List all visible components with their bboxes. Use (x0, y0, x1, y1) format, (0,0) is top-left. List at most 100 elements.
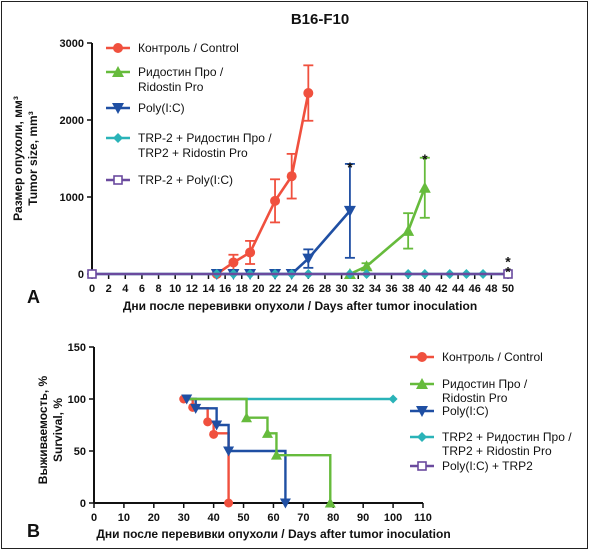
chart-a-x-tick-label: 28 (319, 283, 331, 295)
chart-a-x-tick-label: 24 (286, 283, 299, 295)
chart-a-data-point (286, 171, 297, 182)
chart-a-legend-label: Контроль / Control (138, 41, 239, 55)
chart-a-legend-label: Poly(I:C) (138, 101, 185, 115)
chart-a-x-tick-label: 20 (252, 283, 264, 295)
chart-b-data-point (324, 497, 336, 508)
chart-b-legend-label: TRP2 + Ridostin Pro (442, 444, 552, 458)
chart-a-x-tick-label: 46 (469, 283, 481, 295)
chart-a-x-tick-label: 48 (485, 283, 497, 295)
chart-a-data-point (418, 181, 431, 193)
chart-a-legend-label: Ridostin Pro (138, 80, 204, 94)
chart-a-x-tick-label: 18 (236, 283, 248, 295)
chart-a-x-tick-label: 50 (502, 283, 514, 295)
chart-a-data-point (228, 257, 239, 268)
chart-a-x-tick-label: 4 (122, 283, 129, 295)
chart-a-x-tick-label: 26 (302, 283, 314, 295)
chart-a-data-point (360, 260, 373, 272)
chart-a-x-tick-label: 10 (169, 283, 181, 295)
chart-b-data-point (241, 412, 253, 423)
chart-b-legend-marker (417, 432, 427, 442)
chart-a-y-label: Tumor size, mm³ (26, 111, 40, 205)
chart-a-legend-label: Ридостин Про / (138, 65, 224, 79)
chart-b-x-tick-label: 30 (178, 512, 190, 524)
chart-a-data-point (245, 247, 256, 258)
chart-a-significance-mark: * (505, 254, 511, 270)
chart-a-x-tick-label: 12 (186, 283, 198, 295)
chart-a-y-tick-label: 1000 (60, 192, 84, 204)
chart-a-x-tick-label: 36 (385, 283, 397, 295)
chart-b-data-point (211, 420, 223, 431)
chart-b-legend-marker (417, 461, 427, 471)
chart-b-data-point (279, 498, 291, 509)
chart-a-data-point (303, 88, 314, 99)
chart-a-legend-marker (113, 133, 123, 143)
chart-a-x-tick-label: 0 (89, 283, 95, 295)
chart-b-x-tick-label: 110 (414, 512, 432, 524)
chart-b-x-tick-label: 50 (237, 512, 249, 524)
chart-b-data-point (270, 449, 282, 460)
chart-b-legend-marker (416, 406, 428, 417)
chart-a-legend-label: TRP-2 + Poly(I:C) (138, 173, 233, 187)
chart-b-legend-label: Poly(I:C) + TRP2 (442, 459, 533, 473)
chart-a-title: B16-F10 (291, 11, 349, 28)
chart-a-x-tick-label: 8 (155, 283, 161, 295)
chart-b-y-label: Выживаемость, % (36, 375, 50, 484)
chart-a-significance-mark: * (347, 159, 353, 175)
chart-b-y-label: Survival, % (51, 398, 65, 462)
chart-b-x-tick-label: 100 (384, 512, 402, 524)
chart-b-legend-label: Poly(I:C) (442, 404, 489, 418)
chart-a-y-label: Размер опухоли, мм³ (11, 96, 25, 221)
chart-b-y-tick-label: 0 (80, 498, 86, 510)
chart-a-legend-marker (112, 103, 124, 114)
chart-a-data-point (402, 224, 415, 236)
chart-a-x-tick-label: 22 (269, 283, 281, 295)
chart-a-legend-label: TRP-2 + Ридостин Про / (138, 131, 272, 145)
chart-b-x-tick-label: 80 (327, 512, 339, 524)
chart-b-legend-marker (416, 378, 428, 389)
chart-a-y-tick-label: 0 (78, 269, 84, 281)
chart-b-x-tick-label: 10 (118, 512, 130, 524)
chart-a-x-tick-label: 30 (335, 283, 347, 295)
chart-b-legend-label: Ридостин Про / (442, 377, 528, 391)
chart-a-data-point (87, 269, 97, 279)
chart-b-legend-label: Ridostin Pro (442, 391, 508, 405)
chart-a-y-tick-label: 2000 (60, 115, 84, 127)
chart-b-x-tick-label: 40 (208, 512, 220, 524)
chart-b-legend-label: Контроль / Control (442, 350, 543, 364)
chart-b-data-point (261, 427, 273, 438)
chart-b-legend-label: TRP2 + Ридостин Про / (442, 430, 572, 444)
chart-b-y-tick-label: 150 (68, 342, 86, 354)
chart-a-data-point (503, 269, 513, 279)
chart-b-data-point (224, 498, 234, 508)
chart-b-x-label: Дни после перевивки опухоли / Days after… (96, 527, 450, 541)
chart-a-data-point (343, 205, 356, 217)
chart-a-x-tick-label: 34 (369, 283, 382, 295)
chart-b-data-point (181, 394, 193, 405)
chart-a-series-line (349, 187, 427, 276)
chart-a-x-tick-label: 38 (402, 283, 414, 295)
chart-b-x-tick-label: 90 (357, 512, 369, 524)
chart-b-y-tick-label: 50 (74, 446, 86, 458)
chart-b-x-tick-label: 20 (148, 512, 160, 524)
chart-a-x-tick-label: 2 (106, 283, 112, 295)
chart-a-x-tick-label: 42 (435, 283, 447, 295)
chart-a-legend-marker (113, 175, 123, 185)
chart-a-x-tick-label: 32 (352, 283, 364, 295)
chart-a-significance-mark: * (505, 264, 511, 280)
chart-b-series-line (183, 397, 230, 503)
chart-a-data-point (270, 195, 281, 206)
chart-a-x-tick-label: 14 (202, 283, 215, 295)
chart-a-legend-marker (113, 43, 123, 53)
chart-a-legend-label: TRP2 + Ridostin Pro (138, 146, 248, 160)
chart-b-data-point (203, 417, 213, 427)
chart-b-data-point (388, 394, 398, 404)
chart-b-data-point (223, 446, 235, 457)
chart-a-data-point (302, 253, 315, 265)
chart-a-panel-label: A (27, 287, 40, 307)
chart-a-legend-marker (112, 66, 124, 77)
chart-a-x-tick-label: 40 (419, 283, 431, 295)
chart-b-series-line (183, 397, 287, 503)
chart-a-y-tick-label: 3000 (60, 38, 84, 50)
